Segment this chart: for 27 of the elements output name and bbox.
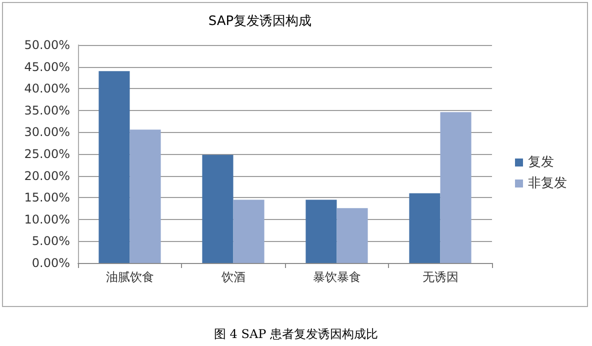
y-tick-label: 25.00% bbox=[24, 147, 70, 161]
chart-title: SAP复发诱因构成 bbox=[208, 14, 312, 29]
y-tick-label: 35.00% bbox=[24, 103, 70, 118]
y-tick-label: 20.00% bbox=[24, 168, 70, 183]
y-tick-label: 0.00% bbox=[32, 256, 70, 270]
y-tick-label: 45.00% bbox=[24, 60, 70, 74]
legend-label: 复发 bbox=[528, 155, 554, 170]
x-tick-label: 油腻饮食 bbox=[106, 270, 154, 284]
y-tick-label: 5.00% bbox=[32, 234, 70, 248]
bar bbox=[440, 112, 472, 263]
x-tick-label: 饮酒 bbox=[220, 270, 246, 284]
y-tick-label: 10.00% bbox=[24, 212, 70, 226]
legend-label: 非复发 bbox=[528, 176, 567, 191]
y-tick-label: 15.00% bbox=[24, 190, 70, 205]
caption: 图 4 SAP 患者复发诱因构成比 bbox=[214, 327, 378, 341]
bar bbox=[98, 71, 130, 263]
bar bbox=[202, 154, 234, 263]
x-tick-label: 暴饮暴食 bbox=[312, 270, 361, 284]
bar bbox=[336, 208, 368, 263]
bar bbox=[233, 200, 264, 263]
y-tick-label: 30.00% bbox=[24, 125, 70, 140]
x-tick-label: 无诱因 bbox=[422, 270, 458, 284]
bar bbox=[306, 200, 337, 263]
y-tick-label: 40.00% bbox=[24, 82, 70, 96]
y-tick-label: 50.00% bbox=[24, 38, 70, 52]
bar bbox=[130, 130, 161, 263]
bar bbox=[409, 193, 440, 263]
